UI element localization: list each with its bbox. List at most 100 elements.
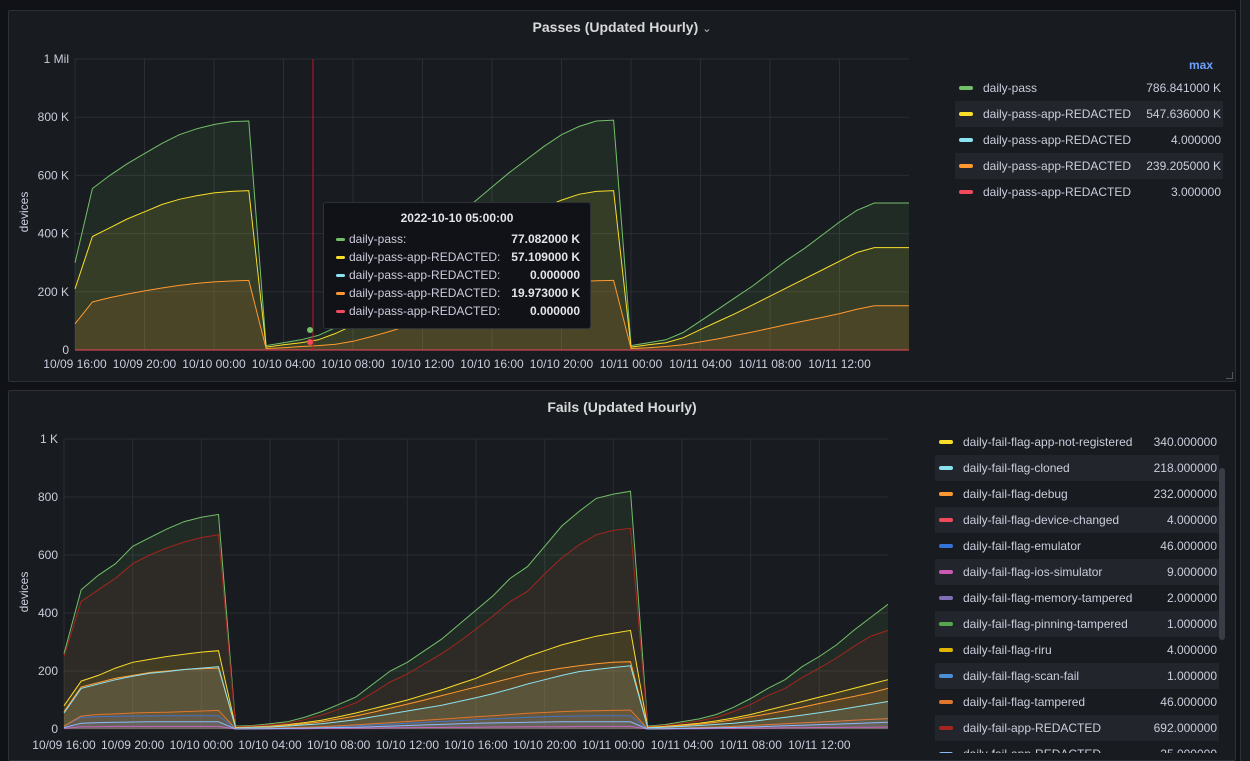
fails-legend-item[interactable]: daily-fail-flag-tampered 46.000000 [935,689,1219,715]
passes-x-tick-label: 10/10 00:00 [182,357,246,371]
legend-series-max: 2.000000 [1166,591,1217,605]
passes-legend-item[interactable]: daily-pass 786.841000 K [955,75,1223,101]
passes-x-tick-label: 10/11 12:00 [808,357,871,371]
fails-legend-item[interactable]: daily-fail-app-REDACTED25.000000 [935,741,1219,753]
fails-legend-item[interactable]: daily-fail-flag-scan-fail 1.000000 [935,663,1219,689]
tooltip-series-name: daily-pass: [349,232,407,246]
fails-legend-item[interactable]: daily-fail-flag-emulator 46.000000 [935,533,1219,559]
chevron-down-icon[interactable]: ⌄ [702,23,712,35]
tooltip-row: daily-pass-app-REDACTED: 19.973000 K [336,284,580,302]
fails-series-line-3 [63,661,889,729]
fails-legend-item[interactable]: daily-fail-flag-ios-simulator 9.000000 [935,559,1219,585]
legend-max-header[interactable]: max [1188,58,1213,72]
fails-series-area-8 [64,721,888,729]
fails-legend-item[interactable]: daily-fail-flag-app-not-registered 340.00… [935,429,1219,455]
fails-legend-item[interactable]: daily-fail-flag-device-changed 4.000000 [935,507,1219,533]
series-color-swatch [336,309,345,313]
legend-series-name: daily-fail-flag-pinning-tampered [963,617,1128,631]
legend-series-max: 3.000000 [1170,185,1221,199]
series-color-swatch [939,726,953,730]
fails-x-tick-label: 10/10 12:00 [376,738,440,752]
crosshair-marker [307,339,313,345]
passes-legend-item[interactable]: daily-pass-app-REDACTED 547.636000 K [955,101,1223,127]
passes-y-tick-label: 400 K [38,227,69,241]
passes-y-tick-label: 1 Mil [44,52,69,66]
series-color-swatch [939,752,953,753]
legend-series-name: daily-fail-flag-scan-fail [963,669,1080,683]
fails-x-tick-label: 10/11 12:00 [788,738,851,752]
fails-x-tick-label: 10/09 16:00 [32,738,96,752]
series-color-swatch [939,570,953,574]
tooltip-series-name: daily-pass-app-REDACTED: [349,268,501,282]
passes-legend-item[interactable]: daily-pass-app-REDACTED 239.205000 K [955,153,1223,179]
tooltip-series-name: daily-pass-app-REDACTED: [349,304,501,318]
fails-legend-item[interactable]: daily-fail-flag-memory-tampered 2.000000 [935,585,1219,611]
fails-y-axis-label: devices [17,572,31,613]
fails-x-tick-label: 10/11 08:00 [719,738,782,752]
fails-x-tick-label: 10/10 20:00 [513,738,577,752]
tooltip-row: daily-pass: 77.082000 K [336,230,580,248]
passes-resize-handle[interactable] [1226,372,1233,379]
series-color-swatch [939,492,953,496]
tooltip-row: daily-pass-app-REDACTED: 0.000000 [336,302,580,320]
legend-series-name: daily-fail-flag-ios-simulator [963,565,1103,579]
fails-legend-item[interactable]: daily-fail-flag-riru 4.000000 [935,637,1219,663]
fails-panel-title[interactable]: Fails (Updated Hourly) [9,399,1235,415]
passes-panel-title[interactable]: Passes (Updated Hourly) ⌄ [9,19,1235,35]
fails-series-line-2 [63,629,889,729]
fails-legend-item[interactable]: daily-fail-flag-pinning-tampered 1.000000 [935,611,1219,637]
passes-x-tick-label: 10/11 08:00 [739,357,802,371]
fails-series-area-1 [64,528,888,729]
legend-series-max: 786.841000 K [1146,81,1221,95]
fails-legend-item[interactable]: daily-fail-flag-cloned 218.000000 [935,455,1219,481]
legend-series-name: daily-fail-flag-tampered [963,695,1086,709]
passes-x-tick-label: 10/11 00:00 [600,357,663,371]
legend-series-name: daily-fail-flag-debug [963,487,1068,501]
fails-series-area-6 [64,710,888,729]
legend-series-max: 46.000000 [1160,695,1217,709]
legend-series-name: daily-fail-flag-cloned [963,461,1070,475]
legend-series-max: 340.000000 [1153,435,1217,449]
fails-series-area-2 [64,630,888,729]
tooltip-series-value: 0.000000 [529,268,580,282]
series-color-swatch [939,700,953,704]
fails-y-tick-label: 400 [38,606,58,620]
fails-series-line-4 [63,665,889,729]
fails-legend-item[interactable]: daily-fail-app-REDACTED 692.000000 [935,715,1219,741]
series-color-swatch [336,273,345,277]
tooltip-series-name: daily-pass-app-REDACTED: [349,286,501,300]
passes-x-tick-label: 10/10 08:00 [321,357,385,371]
fails-series-line-7 [63,725,889,730]
passes-y-axis-label: devices [17,192,31,233]
legend-series-max: 46.000000 [1160,539,1217,553]
fails-y-tick-label: 600 [38,548,58,562]
legend-series-name: daily-pass-app-REDACTED [983,185,1132,199]
right-edge-scrollbar[interactable] [1240,0,1250,761]
series-color-swatch [336,237,345,241]
fails-series-area-5 [64,715,888,729]
passes-x-tick-label: 10/11 04:00 [669,357,732,371]
passes-legend-item[interactable]: daily-pass-app-REDACTED 4.000000 [955,127,1223,153]
tooltip-row: daily-pass-app-REDACTED: 0.000000 [336,266,580,284]
tooltip-series-value: 0.000000 [529,304,580,318]
fails-y-tick-label: 1 K [40,432,58,446]
fails-title-text: Fails (Updated Hourly) [547,399,697,415]
tooltip-series-name: daily-pass-app-REDACTED: [349,250,501,264]
series-color-swatch [939,466,953,470]
fails-legend-item[interactable]: daily-fail-flag-debug 232.000000 [935,481,1219,507]
passes-legend-item[interactable]: daily-pass-app-REDACTED 3.000000 [955,179,1223,205]
fails-series-line-0 [63,490,889,727]
series-color-swatch [939,518,953,522]
passes-legend: max daily-pass 786.841000 K daily-pass-app… [955,50,1223,210]
series-color-swatch [939,544,953,548]
legend-series-max: 9.000000 [1166,565,1217,579]
series-color-swatch [959,164,973,168]
passes-x-tick-label: 10/09 20:00 [113,357,177,371]
passes-y-tick-label: 0 [62,343,69,357]
fails-chart[interactable]: 0 200 400 600 800 1 K 10/09 16:00 10/09 20:00 10… [0,0,935,761]
legend-series-name: daily-fail-app-REDACTED [963,721,1102,735]
fails-x-tick-label: 10/11 00:00 [582,738,645,752]
legend-series-name: daily-pass [983,81,1038,95]
fails-legend-scrollbar[interactable] [1219,468,1225,640]
legend-series-name: daily-pass-app-REDACTED [983,159,1132,173]
